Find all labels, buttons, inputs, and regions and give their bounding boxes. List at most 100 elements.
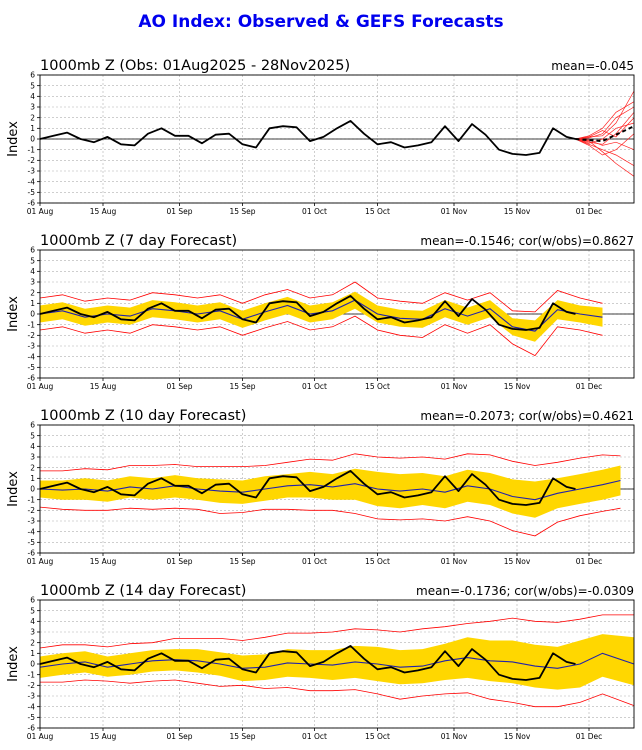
observed-line [39,470,576,506]
plot-frame [39,74,635,204]
x-tick-label: 01 Dec [576,732,602,741]
x-tick-label: 01 Sep [166,732,192,741]
y-tick-label: 3 [30,453,35,462]
x-tick-label: 15 Nov [504,732,531,741]
x-tick-label: 01 Sep [166,382,192,391]
x-tick-label: 01 Aug [27,732,54,741]
y-tick-label: 5 [30,81,35,90]
chart-panel-2: 1000mb Z (7 day Forecast) mean=-0.1546; c… [6,233,635,391]
observed-line [39,645,576,681]
y-tick-label: -2 [28,331,36,340]
x-tick-label: 15 Oct [365,732,390,741]
forecast-mean-line [39,479,621,501]
y-tick-label: 1 [30,474,35,483]
upper-bound-line [40,453,621,472]
y-tick-label: -2 [28,506,36,515]
plot-frame [39,249,635,379]
x-tick-label: 01 Dec [576,557,602,566]
y-tick-label: 5 [30,256,35,265]
y-tick-label: 0 [30,310,35,319]
figure-title: AO Index: Observed & GEFS Forecasts [138,12,503,32]
y-tick-label: 5 [30,431,35,440]
y-tick-label: 1 [30,299,35,308]
lower-bound-line [39,506,621,537]
chart-panel-1: 1000mb Z (Obs: 01Aug2025 - 28Nov2025) mea… [6,58,635,216]
y-tick-label: 4 [30,92,35,101]
y-tick-label: -1 [28,670,36,679]
upper-bound-line [39,281,603,313]
y-tick-label: 3 [30,628,35,637]
spread-band [40,291,603,342]
x-tick-label: 01 Oct [302,382,327,391]
y-tick-label: 5 [30,606,35,615]
x-tick-label: 01 Nov [441,382,468,391]
y-tick-label: 6 [30,596,35,605]
y-tick-label: -5 [28,713,36,722]
spread-band [40,634,634,690]
panel-title: 1000mb Z (14 day Forecast) [40,583,246,599]
x-tick-label: 15 Sep [229,557,255,566]
y-axis-label: Index [6,471,21,507]
y-tick-label: 0 [30,485,35,494]
x-tick-label: 15 Aug [90,557,117,566]
x-tick-label: 15 Aug [90,382,117,391]
plot-frame [39,599,635,729]
y-tick-label: 4 [30,442,35,451]
x-tick-label: 15 Oct [365,207,390,216]
y-tick-label: 1 [30,649,35,658]
x-tick-label: 01 Dec [576,207,602,216]
y-tick-label: -4 [28,352,36,361]
y-tick-label: 4 [30,267,35,276]
plot-frame [39,424,635,554]
y-tick-label: -6 [28,199,36,208]
y-tick-label: -3 [28,517,36,526]
x-tick-label: 01 Dec [576,382,602,391]
y-tick-label: -4 [28,702,36,711]
panel-stats: mean=-0.2073; cor(w/obs)=0.4621 [420,409,634,423]
x-tick-label: 15 Sep [229,207,255,216]
y-tick-label: -5 [28,538,36,547]
panel-stats: mean=-0.1736; cor(w/obs)=-0.0309 [416,584,634,598]
x-tick-label: 15 Nov [504,382,531,391]
y-tick-label: -6 [28,549,36,558]
observed-line [39,120,576,156]
observed-line [39,295,576,331]
y-tick-label: 2 [30,463,35,472]
y-tick-label: 3 [30,103,35,112]
y-tick-label: 6 [30,71,35,80]
y-tick-label: 0 [30,135,35,144]
y-tick-label: 3 [30,278,35,287]
x-tick-label: 01 Nov [441,557,468,566]
x-tick-label: 15 Aug [90,732,117,741]
y-tick-label: -2 [28,681,36,690]
y-tick-label: -6 [28,374,36,383]
x-tick-label: 15 Nov [504,557,531,566]
y-tick-label: 6 [30,246,35,255]
y-tick-label: -4 [28,527,36,536]
y-tick-label: 4 [30,617,35,626]
x-tick-label: 15 Aug [90,207,117,216]
y-tick-label: -3 [28,692,36,701]
y-tick-label: -3 [28,167,36,176]
y-tick-label: 2 [30,113,35,122]
upper-bound-line [39,614,634,649]
x-tick-label: 01 Oct [302,732,327,741]
y-tick-label: -1 [28,320,36,329]
x-tick-label: 01 Sep [166,557,192,566]
ensemble-member-line [575,122,635,144]
x-tick-label: 01 Oct [302,207,327,216]
y-tick-label: -3 [28,342,36,351]
x-tick-label: 15 Oct [365,557,390,566]
y-tick-label: -2 [28,156,36,165]
ensemble-mean-line [575,125,635,143]
y-tick-label: 2 [30,638,35,647]
x-tick-label: 15 Sep [229,382,255,391]
x-tick-label: 01 Sep [166,207,192,216]
lower-bound-line [40,679,635,708]
x-tick-label: 01 Nov [441,207,468,216]
ensemble-member-line [575,138,635,167]
y-tick-label: 0 [30,660,35,669]
y-tick-label: -4 [28,177,36,186]
chart-panels: 1000mb Z (Obs: 01Aug2025 - 28Nov2025) mea… [6,58,635,741]
